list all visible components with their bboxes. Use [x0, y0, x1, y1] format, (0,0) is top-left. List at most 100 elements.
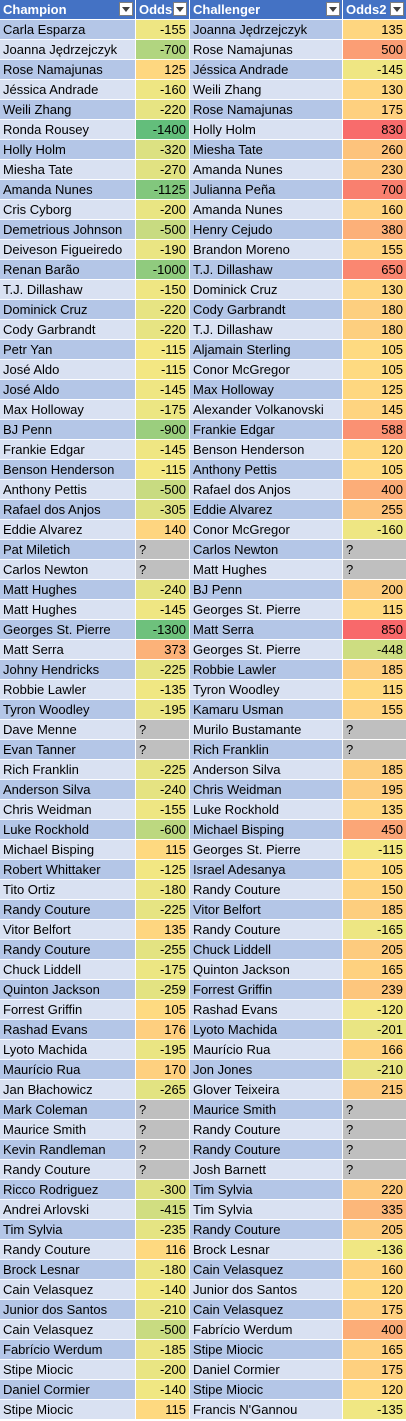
- champion-odds-cell[interactable]: -700: [136, 40, 190, 59]
- challenger-odds-cell[interactable]: 195: [343, 780, 406, 799]
- challenger-odds-cell[interactable]: -120: [343, 1000, 406, 1019]
- champion-odds-cell[interactable]: ?: [136, 1160, 190, 1179]
- challenger-odds-cell[interactable]: ?: [343, 560, 406, 579]
- champion-cell[interactable]: Kevin Randleman: [0, 1140, 136, 1159]
- challenger-cell[interactable]: Robbie Lawler: [190, 660, 343, 679]
- champion-odds-cell[interactable]: -155: [136, 20, 190, 39]
- challenger-cell[interactable]: Francis N'Gannou: [190, 1400, 343, 1419]
- champion-cell[interactable]: Robbie Lawler: [0, 680, 136, 699]
- challenger-odds-cell[interactable]: 205: [343, 1220, 406, 1239]
- champion-odds-cell[interactable]: 135: [136, 920, 190, 939]
- champion-cell[interactable]: Joanna Jędrzejczyk: [0, 40, 136, 59]
- champion-cell[interactable]: Georges St. Pierre: [0, 620, 136, 639]
- challenger-cell[interactable]: Murilo Bustamante: [190, 720, 343, 739]
- challenger-cell[interactable]: Chuck Liddell: [190, 940, 343, 959]
- champion-odds-cell[interactable]: -135: [136, 680, 190, 699]
- challenger-cell[interactable]: Michael Bisping: [190, 820, 343, 839]
- challenger-cell[interactable]: Glover Teixeira: [190, 1080, 343, 1099]
- champion-cell[interactable]: Ricco Rodriguez: [0, 1180, 136, 1199]
- challenger-odds-cell[interactable]: 500: [343, 40, 406, 59]
- champion-odds-cell[interactable]: -900: [136, 420, 190, 439]
- challenger-cell[interactable]: Amanda Nunes: [190, 200, 343, 219]
- filter-dropdown-icon[interactable]: [326, 2, 340, 16]
- challenger-cell[interactable]: Carlos Newton: [190, 540, 343, 559]
- champion-odds-cell[interactable]: ?: [136, 1140, 190, 1159]
- challenger-cell[interactable]: Matt Serra: [190, 620, 343, 639]
- challenger-odds-cell[interactable]: 230: [343, 160, 406, 179]
- challenger-cell[interactable]: Israel Adesanya: [190, 860, 343, 879]
- champion-odds-cell[interactable]: -180: [136, 880, 190, 899]
- challenger-cell[interactable]: Anderson Silva: [190, 760, 343, 779]
- challenger-cell[interactable]: Georges St. Pierre: [190, 640, 343, 659]
- champion-cell[interactable]: Rose Namajunas: [0, 60, 136, 79]
- champion-cell[interactable]: José Aldo: [0, 360, 136, 379]
- challenger-odds-cell[interactable]: 175: [343, 1360, 406, 1379]
- champion-cell[interactable]: Pat Miletich: [0, 540, 136, 559]
- challenger-odds-cell[interactable]: -160: [343, 520, 406, 539]
- challenger-odds-cell[interactable]: 185: [343, 900, 406, 919]
- filter-dropdown-icon[interactable]: [119, 2, 133, 16]
- filter-dropdown-icon[interactable]: [390, 2, 404, 16]
- challenger-cell[interactable]: Maurice Smith: [190, 1100, 343, 1119]
- challenger-odds-cell[interactable]: 105: [343, 860, 406, 879]
- champion-odds-cell[interactable]: -1000: [136, 260, 190, 279]
- champion-cell[interactable]: Stipe Miocic: [0, 1400, 136, 1419]
- challenger-cell[interactable]: Stipe Miocic: [190, 1380, 343, 1399]
- challenger-odds-cell[interactable]: 155: [343, 240, 406, 259]
- challenger-odds-cell[interactable]: 160: [343, 1260, 406, 1279]
- challenger-odds-cell[interactable]: 239: [343, 980, 406, 999]
- challenger-odds-cell[interactable]: 180: [343, 320, 406, 339]
- champion-odds-cell[interactable]: 125: [136, 60, 190, 79]
- champion-cell[interactable]: Randy Couture: [0, 900, 136, 919]
- champion-cell[interactable]: Rich Franklin: [0, 760, 136, 779]
- champion-odds-cell[interactable]: -185: [136, 1340, 190, 1359]
- champion-cell[interactable]: Jan Błachowicz: [0, 1080, 136, 1099]
- challenger-cell[interactable]: Rose Namajunas: [190, 100, 343, 119]
- champion-cell[interactable]: Dominick Cruz: [0, 300, 136, 319]
- filter-dropdown-icon[interactable]: [173, 2, 187, 16]
- champion-cell[interactable]: Anderson Silva: [0, 780, 136, 799]
- challenger-cell[interactable]: Aljamain Sterling: [190, 340, 343, 359]
- champion-cell[interactable]: BJ Penn: [0, 420, 136, 439]
- challenger-cell[interactable]: Rose Namajunas: [190, 40, 343, 59]
- challenger-cell[interactable]: Lyoto Machida: [190, 1020, 343, 1039]
- champion-odds-cell[interactable]: -145: [136, 600, 190, 619]
- champion-cell[interactable]: Petr Yan: [0, 340, 136, 359]
- challenger-odds-cell[interactable]: 400: [343, 1320, 406, 1339]
- champion-cell[interactable]: Max Holloway: [0, 400, 136, 419]
- champion-cell[interactable]: Vitor Belfort: [0, 920, 136, 939]
- champion-odds-cell[interactable]: -225: [136, 760, 190, 779]
- challenger-cell[interactable]: Benson Henderson: [190, 440, 343, 459]
- champion-cell[interactable]: Daniel Cormier: [0, 1380, 136, 1399]
- challenger-cell[interactable]: Anthony Pettis: [190, 460, 343, 479]
- challenger-odds-cell[interactable]: ?: [343, 1140, 406, 1159]
- challenger-odds-cell[interactable]: 165: [343, 1340, 406, 1359]
- challenger-cell[interactable]: Dominick Cruz: [190, 280, 343, 299]
- champion-cell[interactable]: Carla Esparza: [0, 20, 136, 39]
- champion-cell[interactable]: Evan Tanner: [0, 740, 136, 759]
- champion-odds-cell[interactable]: -255: [136, 940, 190, 959]
- challenger-cell[interactable]: Conor McGregor: [190, 520, 343, 539]
- champion-cell[interactable]: Chuck Liddell: [0, 960, 136, 979]
- challenger-odds-cell[interactable]: 135: [343, 20, 406, 39]
- challenger-odds-cell[interactable]: -448: [343, 640, 406, 659]
- champion-odds-cell[interactable]: -115: [136, 360, 190, 379]
- champion-odds-cell[interactable]: ?: [136, 560, 190, 579]
- challenger-odds-cell[interactable]: -135: [343, 1400, 406, 1419]
- challenger-cell[interactable]: Miesha Tate: [190, 140, 343, 159]
- champion-cell[interactable]: Brock Lesnar: [0, 1260, 136, 1279]
- champion-odds-cell[interactable]: -220: [136, 100, 190, 119]
- challenger-odds-cell[interactable]: 335: [343, 1200, 406, 1219]
- champion-odds-cell[interactable]: 115: [136, 1400, 190, 1419]
- challenger-odds-cell[interactable]: 220: [343, 1180, 406, 1199]
- challenger-odds-cell[interactable]: 180: [343, 300, 406, 319]
- challenger-odds-cell[interactable]: -145: [343, 60, 406, 79]
- challenger-cell[interactable]: Randy Couture: [190, 1120, 343, 1139]
- champion-odds-cell[interactable]: -235: [136, 1220, 190, 1239]
- challenger-cell[interactable]: Tyron Woodley: [190, 680, 343, 699]
- champion-cell[interactable]: Ronda Rousey: [0, 120, 136, 139]
- challenger-cell[interactable]: Forrest Griffin: [190, 980, 343, 999]
- challenger-odds-cell[interactable]: 215: [343, 1080, 406, 1099]
- champion-odds-cell[interactable]: -500: [136, 220, 190, 239]
- challenger-odds-cell[interactable]: 150: [343, 880, 406, 899]
